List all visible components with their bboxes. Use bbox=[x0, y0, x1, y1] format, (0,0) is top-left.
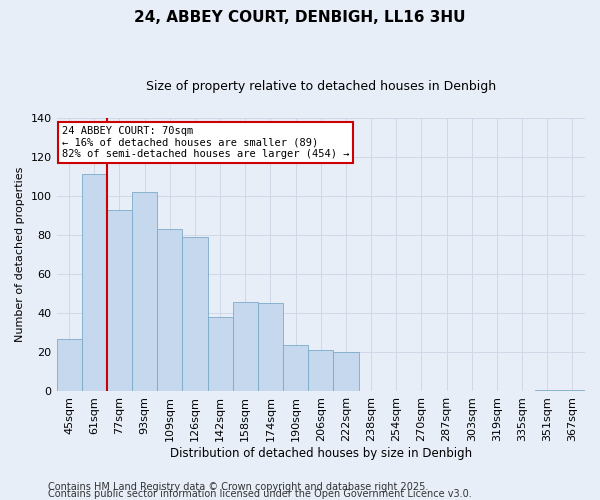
Bar bbox=[258, 304, 283, 392]
Bar bbox=[82, 174, 107, 392]
Bar bbox=[107, 210, 132, 392]
Bar bbox=[334, 352, 359, 392]
Text: Contains HM Land Registry data © Crown copyright and database right 2025.: Contains HM Land Registry data © Crown c… bbox=[48, 482, 428, 492]
Text: 24, ABBEY COURT, DENBIGH, LL16 3HU: 24, ABBEY COURT, DENBIGH, LL16 3HU bbox=[134, 10, 466, 25]
Bar bbox=[308, 350, 334, 392]
Bar bbox=[132, 192, 157, 392]
Text: Contains public sector information licensed under the Open Government Licence v3: Contains public sector information licen… bbox=[48, 489, 472, 499]
Title: Size of property relative to detached houses in Denbigh: Size of property relative to detached ho… bbox=[146, 80, 496, 93]
Bar bbox=[182, 237, 208, 392]
Text: 24 ABBEY COURT: 70sqm
← 16% of detached houses are smaller (89)
82% of semi-deta: 24 ABBEY COURT: 70sqm ← 16% of detached … bbox=[62, 126, 349, 159]
Y-axis label: Number of detached properties: Number of detached properties bbox=[15, 167, 25, 342]
Bar bbox=[283, 344, 308, 392]
X-axis label: Distribution of detached houses by size in Denbigh: Distribution of detached houses by size … bbox=[170, 447, 472, 460]
Bar bbox=[560, 390, 585, 392]
Bar bbox=[535, 390, 560, 392]
Bar bbox=[157, 229, 182, 392]
Bar bbox=[56, 338, 82, 392]
Bar bbox=[208, 317, 233, 392]
Bar bbox=[233, 302, 258, 392]
